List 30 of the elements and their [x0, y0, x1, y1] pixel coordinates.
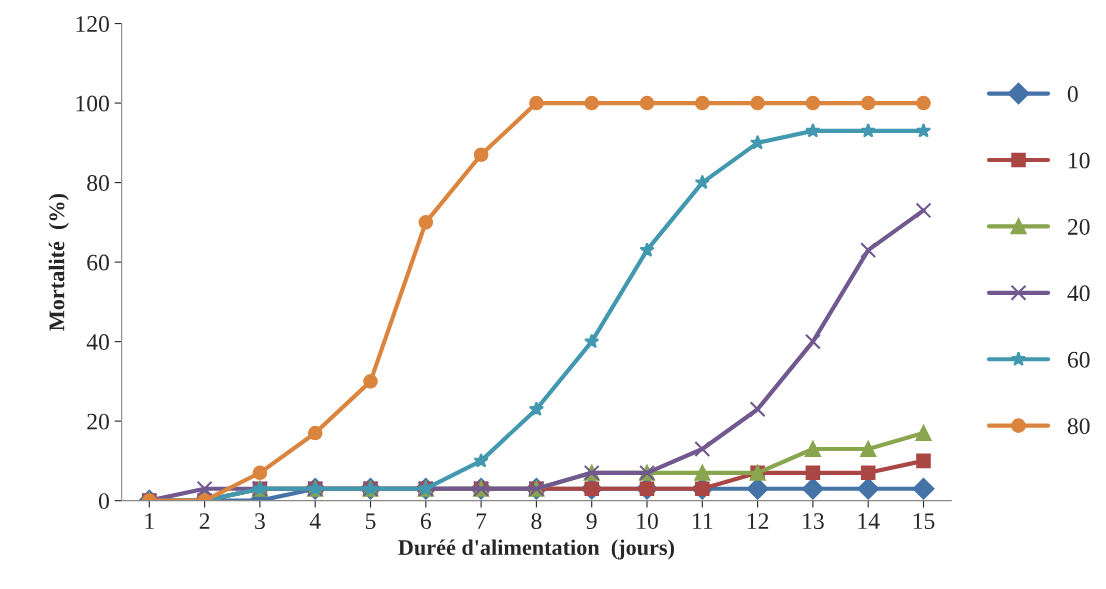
x-tick-label: 10 [637, 513, 658, 530]
x-tick-label: 13 [803, 513, 824, 530]
x-tick-label: 12 [747, 513, 769, 529]
x-tick-label: 6 [420, 513, 432, 530]
x-tick-label: 3 [255, 513, 265, 530]
x-axis-title: Duréé d'alimentation (jours) [398, 539, 674, 560]
y-tick-label: 0 [98, 493, 109, 510]
x-tick-label: 11 [693, 513, 713, 529]
legend-label: 80 [1067, 418, 1090, 435]
y-tick-label: 60 [87, 254, 109, 271]
y-tick-label: 120 [76, 16, 109, 32]
x-tick-label: 4 [309, 513, 321, 529]
legend-label: 0 [1067, 86, 1078, 103]
x-tick-label: 1 [145, 513, 154, 529]
x-tick-label: 7 [476, 513, 487, 529]
x-tick-label: 9 [586, 513, 597, 530]
x-tick-label: 15 [913, 513, 935, 530]
y-tick-label: 100 [76, 95, 109, 112]
x-tick-label: 2 [199, 513, 210, 529]
x-tick-label: 8 [531, 513, 542, 530]
x-tick-label: 14 [858, 513, 880, 529]
legend-label: 20 [1067, 218, 1090, 235]
legend-label: 10 [1068, 152, 1090, 169]
y-tick-label: 40 [86, 334, 109, 351]
legend-label: 60 [1067, 351, 1090, 368]
legend-label: 40 [1067, 285, 1090, 302]
x-tick-label: 5 [365, 513, 376, 530]
y-tick-label: 80 [87, 175, 109, 192]
y-tick-label: 20 [87, 413, 109, 430]
y-axis-title: Mortalité (%) [48, 193, 69, 331]
